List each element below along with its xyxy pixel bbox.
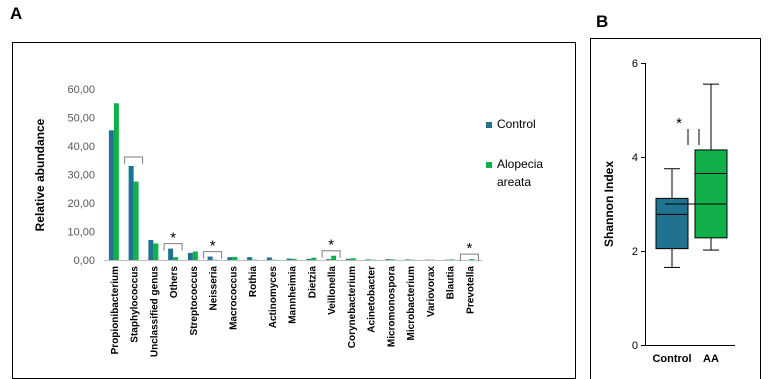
significance-star: *: [170, 230, 176, 247]
y-tick-label: 2: [632, 246, 638, 258]
bar-alopecia: [113, 103, 119, 260]
y-axis-title: Shannon Index: [602, 161, 616, 247]
legend-swatch-control: [486, 122, 492, 128]
significance-star: *: [676, 115, 682, 132]
box-plot-b: 0 2 4 6 Shannon Index Control AA *: [602, 58, 735, 365]
x-tick-label: Dietzia: [307, 266, 318, 299]
bar-control: [306, 258, 312, 260]
legend-swatch-alopecia: [486, 162, 492, 168]
bar-control: [227, 257, 233, 260]
x-tick-label: Unclassified genus: [149, 266, 160, 358]
bar-alopecia: [390, 259, 396, 260]
x-tick-label: Rothia: [248, 266, 259, 298]
significance-bracket: [203, 251, 223, 259]
box-control: [655, 197, 689, 250]
bar-control: [286, 258, 292, 260]
box-aa: [694, 149, 728, 239]
significance-bracket: [124, 156, 144, 164]
legend-label-alopecia-line2: areata: [497, 175, 531, 189]
x-tick-label: Blautia: [446, 266, 457, 300]
bar-alopecia: [173, 257, 179, 260]
bar-control: [345, 258, 351, 260]
bar-control: [405, 259, 411, 260]
bar-alopecia: [331, 255, 337, 260]
bar-control: [108, 130, 114, 260]
significance-star: *: [466, 240, 472, 257]
significance-bracket: [321, 250, 341, 258]
y-tick-label: 40,00: [67, 141, 95, 153]
panel-label-b: B: [596, 12, 609, 31]
x-tick-label: Actinomyces: [268, 266, 279, 329]
bar-alopecia: [133, 181, 139, 260]
bar-control: [168, 248, 174, 260]
significance-bracket: [163, 243, 183, 251]
panel-label-a: A: [10, 4, 23, 23]
bar-alopecia: [311, 257, 317, 260]
bar-alopecia: [232, 256, 238, 260]
x-tick-label: Veillonella: [327, 266, 338, 315]
legend-label-control: Control: [497, 117, 536, 131]
bar-alopecia: [350, 258, 356, 260]
y-tick-label: 0,00: [74, 255, 95, 267]
y-tick-label: 0: [632, 340, 638, 352]
x-tick-label: Control: [652, 353, 691, 365]
bar-control: [365, 259, 371, 260]
x-tick-label: Neisseria: [209, 266, 220, 311]
y-tick-label: 4: [632, 152, 638, 164]
significance-star: *: [328, 237, 334, 254]
significance-star: *: [210, 238, 216, 255]
x-tick-label: Variovorax: [426, 266, 437, 318]
bar-alopecia: [153, 243, 159, 260]
x-tick-label: Propionibacterium: [110, 266, 121, 354]
panel-b-frame: [590, 38, 761, 379]
y-tick-label: 6: [632, 58, 638, 70]
bar-control: [207, 256, 213, 260]
x-tick-label: Micromonospora: [386, 266, 397, 348]
y-tick-label: 50,00: [67, 113, 95, 125]
y-tick-label: 60,00: [67, 84, 95, 96]
x-tick-label: Others: [169, 266, 180, 299]
significance-bracket: [459, 253, 479, 262]
bar-alopecia: [449, 259, 455, 260]
bar-alopecia: [192, 251, 198, 260]
bar-control: [247, 257, 253, 260]
legend-label-alopecia-line1: Alopecia: [497, 157, 543, 171]
x-tick-label: Mannheimia: [288, 266, 299, 324]
y-axis-title: Relative abundance: [33, 118, 47, 231]
bar-chart-a: 0,00 10,00 20,00 30,00 40,00 50,00 60,00 Relati…: [33, 84, 543, 357]
x-tick-label: Staphylococcus: [130, 266, 141, 343]
y-tick-label: 10,00: [67, 227, 95, 239]
bar-control: [187, 252, 193, 260]
x-tick-label: AA: [703, 353, 719, 365]
bar-control: [148, 240, 154, 260]
x-tick-label: Microbacterium: [406, 266, 417, 341]
y-tick-label: 20,00: [67, 198, 95, 210]
y-tick-label: 30,00: [67, 170, 95, 182]
bar-control: [385, 259, 391, 260]
bar-alopecia: [291, 258, 297, 260]
bar-control: [326, 259, 332, 260]
x-tick-label: Prevotella: [465, 266, 476, 314]
bar-control: [266, 257, 272, 260]
x-tick-label: Corynebacterium: [347, 266, 358, 348]
x-tick-label: Macrococcus: [228, 266, 239, 330]
bar-alopecia: [469, 259, 475, 260]
bar-control: [128, 165, 134, 260]
x-tick-label: Acinetobacter: [367, 266, 378, 333]
panel-a-frame: [12, 42, 576, 379]
x-tick-label: Streptococcus: [189, 266, 200, 336]
